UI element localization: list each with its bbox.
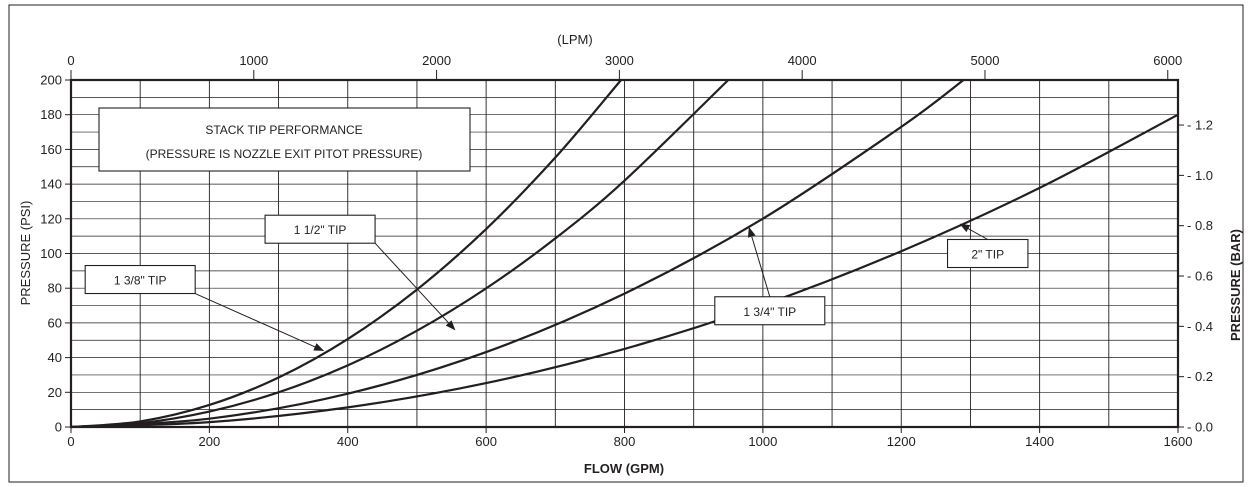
series-label-2: 1 3/4" TIP xyxy=(743,305,796,319)
x-tick-label: 1400 xyxy=(1025,434,1054,449)
series-label-arrow-1 xyxy=(374,242,456,331)
y-tick-label: 200 xyxy=(40,73,62,88)
x-tick-label: 800 xyxy=(614,434,636,449)
right-tick-label: - 1.2 xyxy=(1187,118,1213,133)
chart-title: STACK TIP PERFORMANCE xyxy=(205,123,362,137)
y-tick-label: 0 xyxy=(55,420,62,435)
series-line-1 xyxy=(69,78,730,429)
x-tick-label: 1600 xyxy=(1164,434,1193,449)
series-label-box-3 xyxy=(946,238,1029,269)
y-tick-label: 100 xyxy=(40,246,62,261)
series-label-arrow-0 xyxy=(194,293,324,352)
y-tick-label: 20 xyxy=(48,385,62,400)
y-tick-label: 120 xyxy=(40,211,62,226)
right-y-axis-title: PRESSURE (BAR) xyxy=(1228,229,1243,341)
series-label-3: 2" TIP xyxy=(971,248,1004,262)
x-tick-label: 1200 xyxy=(887,434,916,449)
right-tick-label: - 1.0 xyxy=(1187,168,1213,183)
x-tick-label: 600 xyxy=(475,434,497,449)
top-tick-label: 5000 xyxy=(971,53,1000,68)
top-tick-label: 6000 xyxy=(1153,53,1182,68)
y-tick-label: 60 xyxy=(48,315,62,330)
series-line-2 xyxy=(69,78,965,429)
series-label-box-0 xyxy=(84,264,196,295)
right-tick-label: - 0.0 xyxy=(1187,420,1213,435)
right-tick-label: - 0.2 xyxy=(1187,369,1213,384)
y-tick-label: 80 xyxy=(48,281,62,296)
y-tick-label: 40 xyxy=(48,350,62,365)
annotations: 1 3/8" TIP 1 1/2" TIP 1 3/4" TIP 2" TIP xyxy=(84,214,1029,352)
series-label-box-1 xyxy=(264,214,376,244)
figure-border xyxy=(8,4,1244,483)
top-tick-label: 1000 xyxy=(239,53,268,68)
series-label-arrow-3 xyxy=(959,223,988,240)
chart-subtitle: (PRESSURE IS NOZZLE EXIT PITOT PRESSURE) xyxy=(146,147,423,161)
series-label-arrow-2 xyxy=(747,226,771,297)
top-tick-label: 4000 xyxy=(788,53,817,68)
y-tick-label: 160 xyxy=(40,142,62,157)
x-tick-label: 400 xyxy=(337,434,359,449)
curves xyxy=(69,78,1180,429)
right-tick-label: - 0.6 xyxy=(1187,269,1213,284)
series-line-0 xyxy=(69,78,623,429)
top-tick-label: 3000 xyxy=(605,53,634,68)
series-label-1: 1 1/2" TIP xyxy=(294,223,347,237)
y-tick-label: 140 xyxy=(40,177,62,192)
right-tick-label: - 0.8 xyxy=(1187,218,1213,233)
x-tick-label: 200 xyxy=(199,434,221,449)
x-axis-title: FLOW (GPM) xyxy=(584,461,664,476)
top-axis-title: (LPM) xyxy=(557,32,592,47)
right-tick-label: - 0.4 xyxy=(1187,319,1213,334)
tick-labels: 0 200 400 600 800 1000 1200 1400 160002040608010… xyxy=(40,53,1213,449)
series-line-3 xyxy=(69,113,1180,429)
top-tick-label: 2000 xyxy=(422,53,451,68)
series-label-box-2 xyxy=(714,296,826,326)
series-label-0: 1 3/8" TIP xyxy=(114,274,167,288)
y-axis-title: PRESSURE (PSI) xyxy=(18,201,33,306)
top-tick-label: 0 xyxy=(67,53,74,68)
x-tick-label: 0 xyxy=(67,434,74,449)
title-box xyxy=(98,107,471,172)
y-tick-label: 180 xyxy=(40,107,62,122)
x-tick-label: 1000 xyxy=(748,434,777,449)
